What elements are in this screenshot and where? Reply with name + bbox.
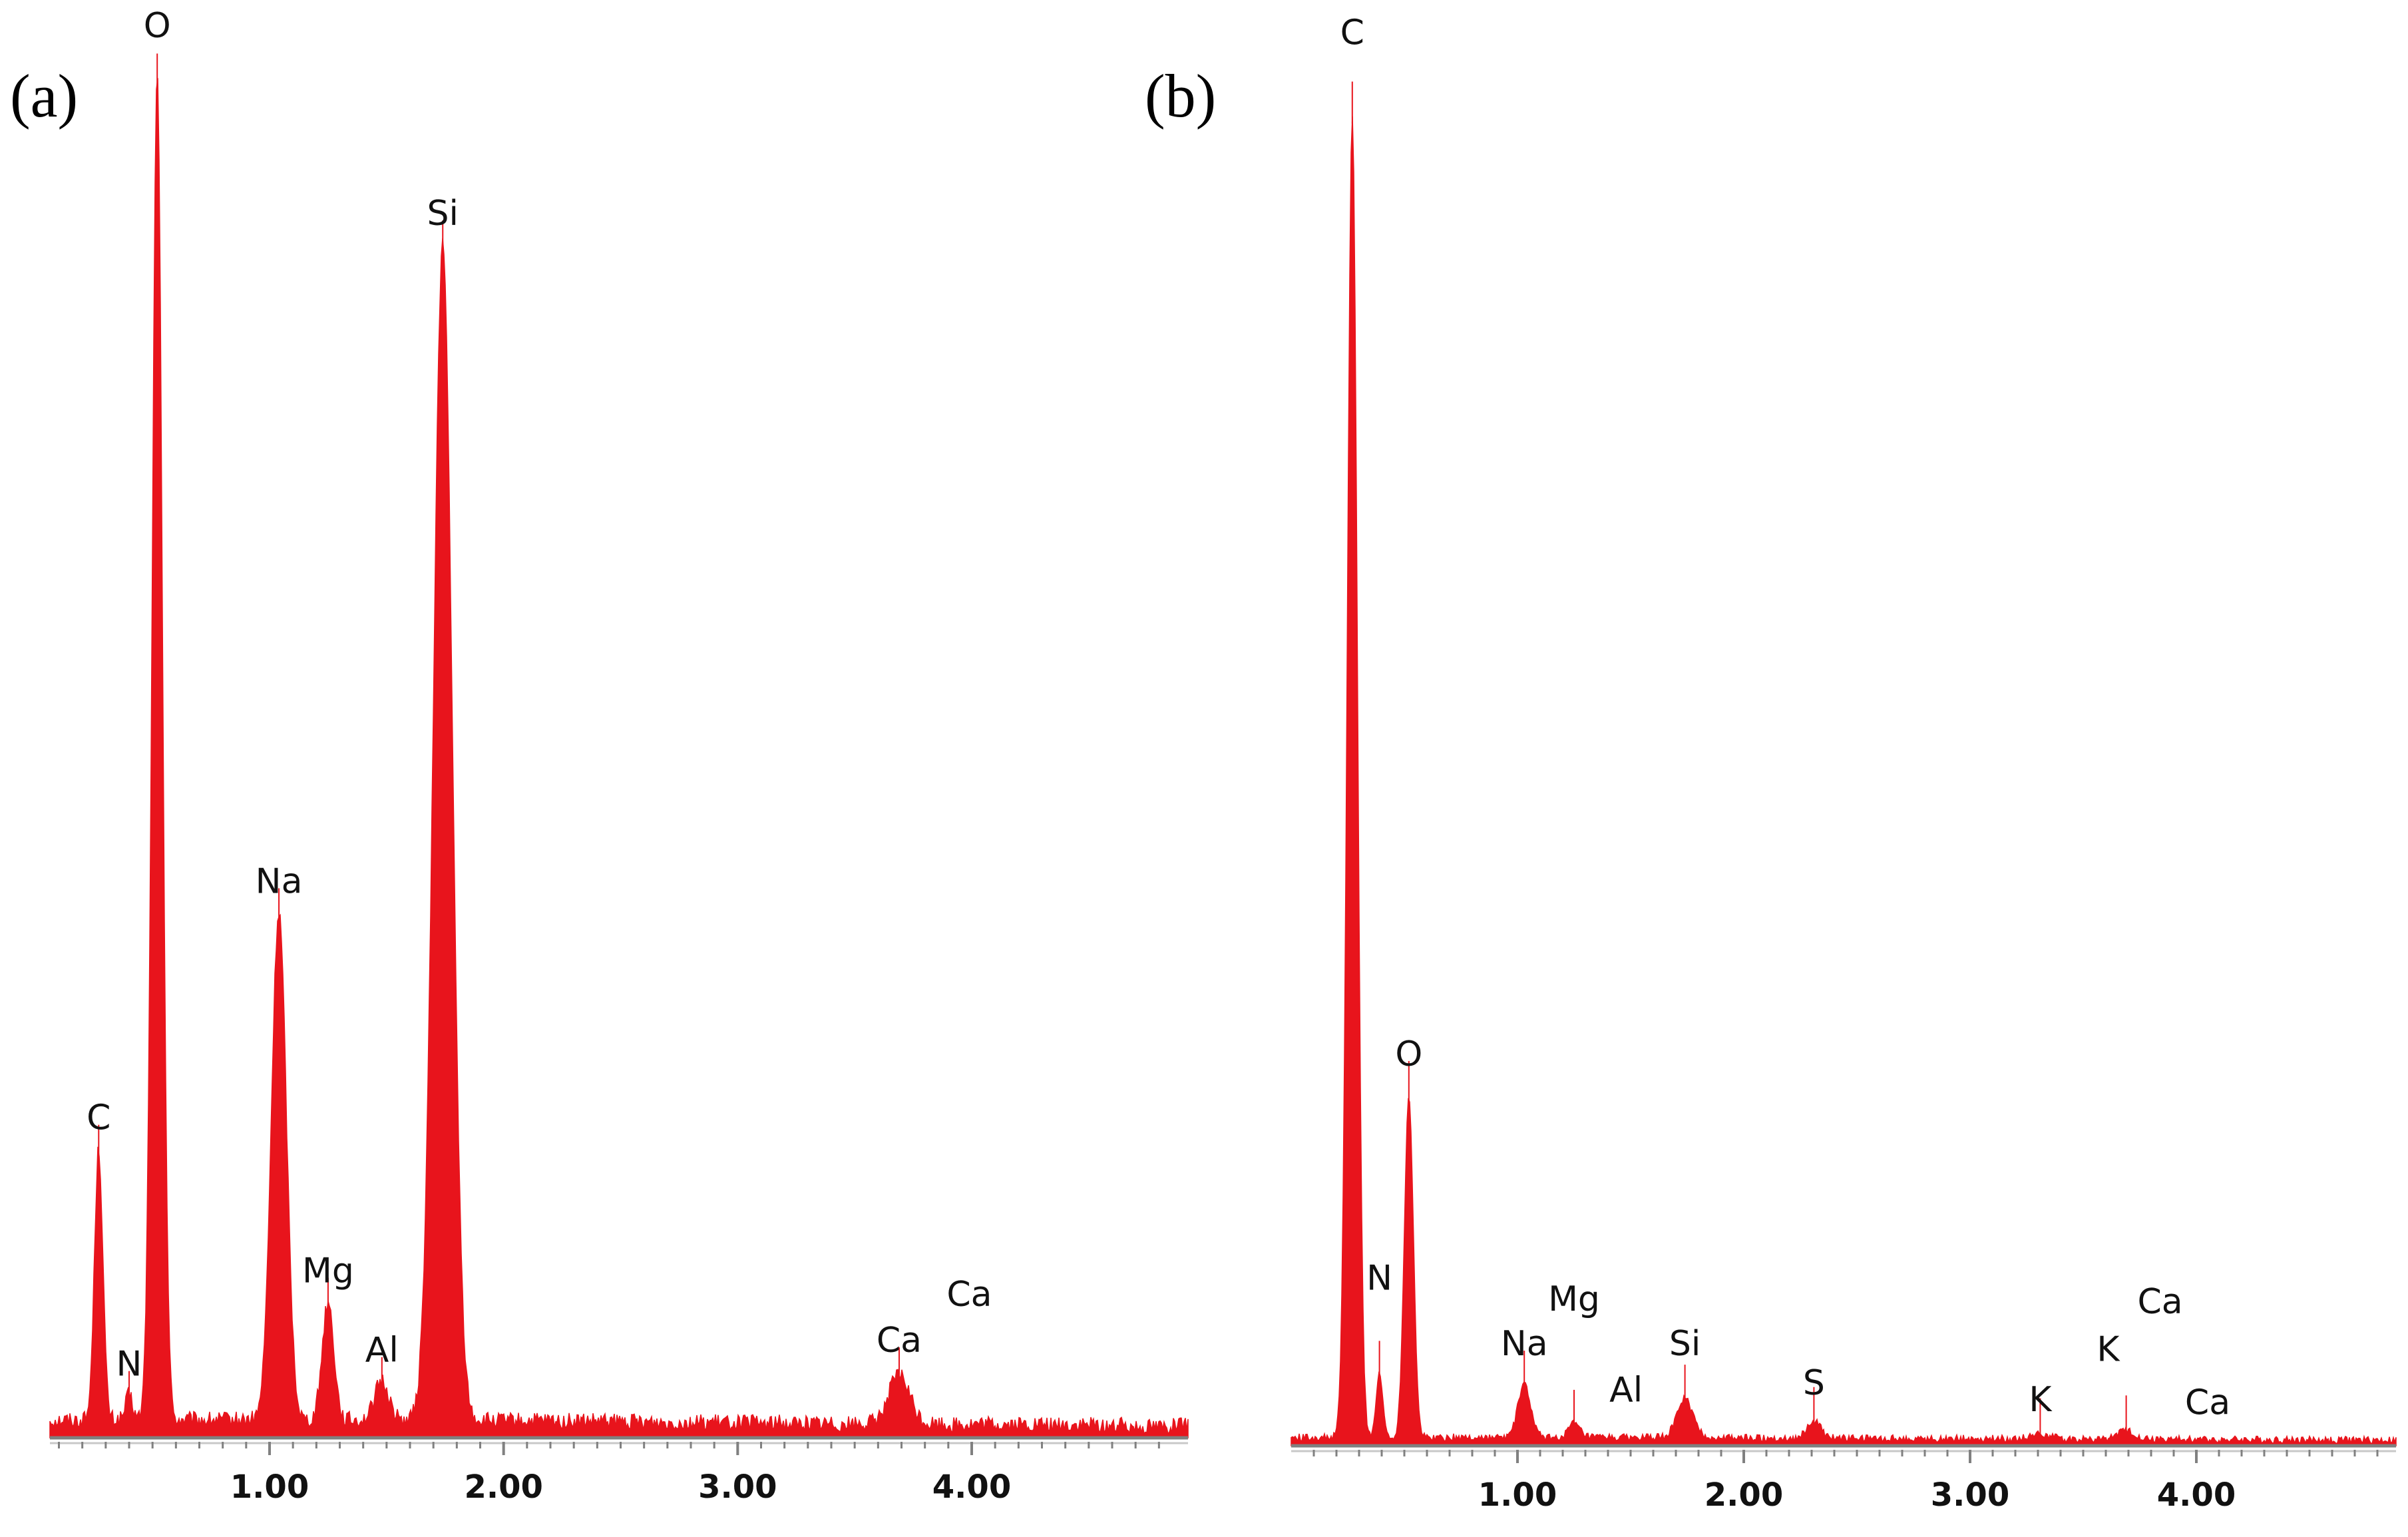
- element-label: N: [116, 1345, 142, 1385]
- panel-a: (a) 1.00 2.00 3.00 4.00 O Si Na C Mg Al N Ca Ca: [10, 6, 1189, 1506]
- element-label: Mg: [302, 1251, 354, 1291]
- element-label: K: [2097, 1329, 2120, 1369]
- element-label: Si: [427, 194, 458, 234]
- element-label: S: [1803, 1363, 1825, 1403]
- element-label: O: [1395, 1034, 1422, 1074]
- element-label: Al: [365, 1331, 399, 1371]
- element-label: N: [1366, 1258, 1392, 1298]
- element-label: Ca: [946, 1275, 992, 1315]
- element-label: Ca: [877, 1321, 922, 1361]
- x-tick-label: 2.00: [1705, 1476, 1783, 1514]
- element-label: Mg: [1548, 1279, 1600, 1319]
- element-label: Si: [1669, 1324, 1701, 1364]
- x-tick-label: 1.00: [1478, 1476, 1557, 1514]
- x-tick-label: 3.00: [1931, 1476, 2009, 1514]
- panel-label-a: (a): [10, 62, 78, 130]
- spectrum-area: [1291, 116, 2397, 1446]
- spectrum-area: [49, 78, 1189, 1438]
- x-tick-label: 4.00: [932, 1468, 1011, 1506]
- x-tick-label: 1.00: [230, 1468, 309, 1506]
- x-tick-label: 4.00: [2157, 1476, 2236, 1514]
- x-tick-label: 3.00: [698, 1468, 777, 1506]
- element-label: O: [144, 6, 171, 46]
- element-label: Al: [1609, 1370, 1643, 1410]
- element-label: Na: [256, 861, 303, 901]
- element-label: C: [1340, 13, 1364, 53]
- element-label: K: [2029, 1380, 2053, 1420]
- element-label: Na: [1501, 1324, 1548, 1364]
- element-label: Ca: [2185, 1383, 2230, 1423]
- x-tick-label: 2.00: [464, 1468, 542, 1506]
- panel-label-b: (b): [1145, 62, 1216, 130]
- element-label: C: [87, 1098, 110, 1138]
- element-label: Ca: [2138, 1282, 2183, 1322]
